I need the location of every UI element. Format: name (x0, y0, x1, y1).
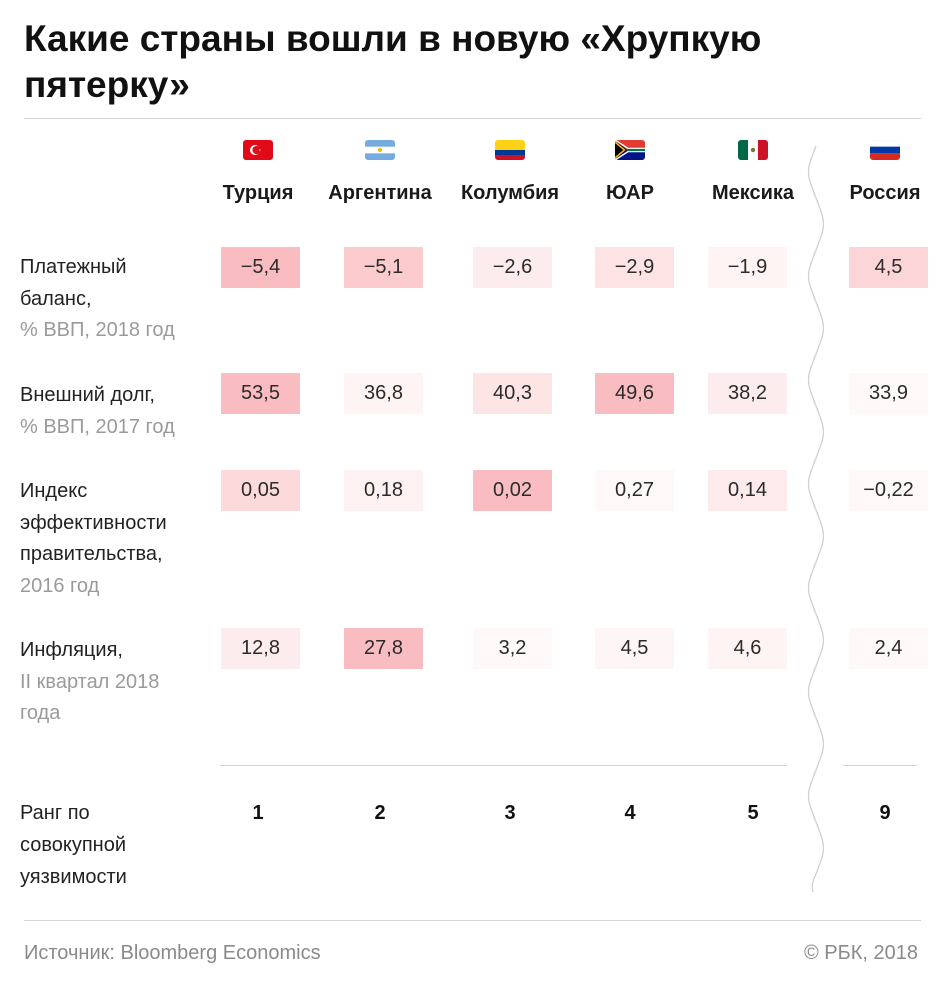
row-label-inflation: Инфляция, II квартал 2018 года (20, 635, 160, 730)
data-cell: −5,4 (221, 247, 300, 288)
row-label-sub: 2016 год (20, 574, 100, 597)
rank-divider-russia (843, 765, 917, 766)
row-label-debt: Внешний долг, % ВВП, 2017 год (20, 380, 220, 443)
data-cell: −0,22 (849, 470, 928, 511)
country-name: Мексика (711, 182, 795, 204)
country-name: Аргентина (328, 182, 432, 204)
source-note: Источник: Bloomberg Economics (24, 942, 321, 964)
argentina-flag-icon (365, 140, 395, 160)
country-header-mexico: Мексика (690, 140, 816, 205)
data-cell: 33,9 (849, 373, 928, 414)
data-cell: −5,1 (344, 247, 423, 288)
country-header-south-africa: ЮАР (567, 140, 693, 205)
mexico-flag-icon (738, 140, 768, 160)
rank-value: 4 (624, 802, 636, 824)
data-cell: −2,6 (473, 247, 552, 288)
chart-title: Какие страны вошли в новую «Хрупкую пяте… (24, 18, 762, 105)
data-cell: 0,02 (473, 470, 552, 511)
colombia-flag-icon (495, 140, 525, 160)
country-header-turkey: Турция (195, 140, 321, 205)
row-label-sub: II квартал 2018 года (20, 670, 160, 725)
row-label-main: Платежный баланс, (20, 256, 127, 310)
country-name: Колумбия (460, 182, 560, 204)
title-divider (24, 118, 921, 119)
data-cell: 40,3 (473, 373, 552, 414)
country-header-colombia: Колумбия (447, 140, 573, 205)
south-africa-flag-icon (615, 140, 645, 160)
data-cell: 38,2 (708, 373, 787, 414)
data-cell: −2,9 (595, 247, 674, 288)
rank-value: 5 (747, 802, 759, 824)
rank-label: Ранг по совокупной уязвимости (20, 802, 127, 888)
row-label-main: Внешний долг, (20, 384, 155, 406)
country-name: Турция (222, 182, 294, 204)
data-cell: 12,8 (221, 628, 300, 669)
row-label-main: Индекс эффективности правительства, (20, 480, 167, 565)
data-cell: 3,2 (473, 628, 552, 669)
data-cell: −1,9 (708, 247, 787, 288)
rank-value: 2 (374, 802, 386, 824)
data-cell: 0,18 (344, 470, 423, 511)
footer-divider (24, 920, 921, 921)
data-cell: 36,8 (344, 373, 423, 414)
data-cell: 49,6 (595, 373, 674, 414)
row-label-governance: Индекс эффективности правительства, 2016… (20, 476, 200, 602)
row-label-sub: % ВВП, 2018 год (20, 319, 175, 341)
rank-value: 1 (252, 802, 264, 824)
country-header-argentina: Аргентина (317, 140, 443, 205)
data-cell: 0,27 (595, 470, 674, 511)
data-cell: 4,5 (849, 247, 928, 288)
data-cell: 4,5 (595, 628, 674, 669)
data-cell: 0,14 (708, 470, 787, 511)
row-label-balance: Платежный баланс, % ВВП, 2018 год (20, 252, 200, 347)
wavy-separator (807, 146, 825, 892)
data-cell: 0,05 (221, 470, 300, 511)
copyright-note: © РБК, 2018 (803, 942, 918, 964)
country-name: Россия (849, 182, 921, 204)
row-label-main: Инфляция, (20, 639, 123, 661)
rank-value: 3 (504, 802, 516, 824)
row-label-sub: % ВВП, 2017 год (20, 415, 175, 438)
data-cell: 4,6 (708, 628, 787, 669)
country-header-russia: Россия (822, 140, 945, 205)
data-cell: 27,8 (344, 628, 423, 669)
data-cell: 2,4 (849, 628, 928, 669)
country-name: ЮАР (606, 182, 654, 204)
data-cell: 53,5 (221, 373, 300, 414)
turkey-flag-icon (243, 140, 273, 160)
russia-flag-icon (870, 140, 900, 160)
rank-value: 9 (879, 802, 891, 824)
rank-divider (220, 765, 787, 766)
